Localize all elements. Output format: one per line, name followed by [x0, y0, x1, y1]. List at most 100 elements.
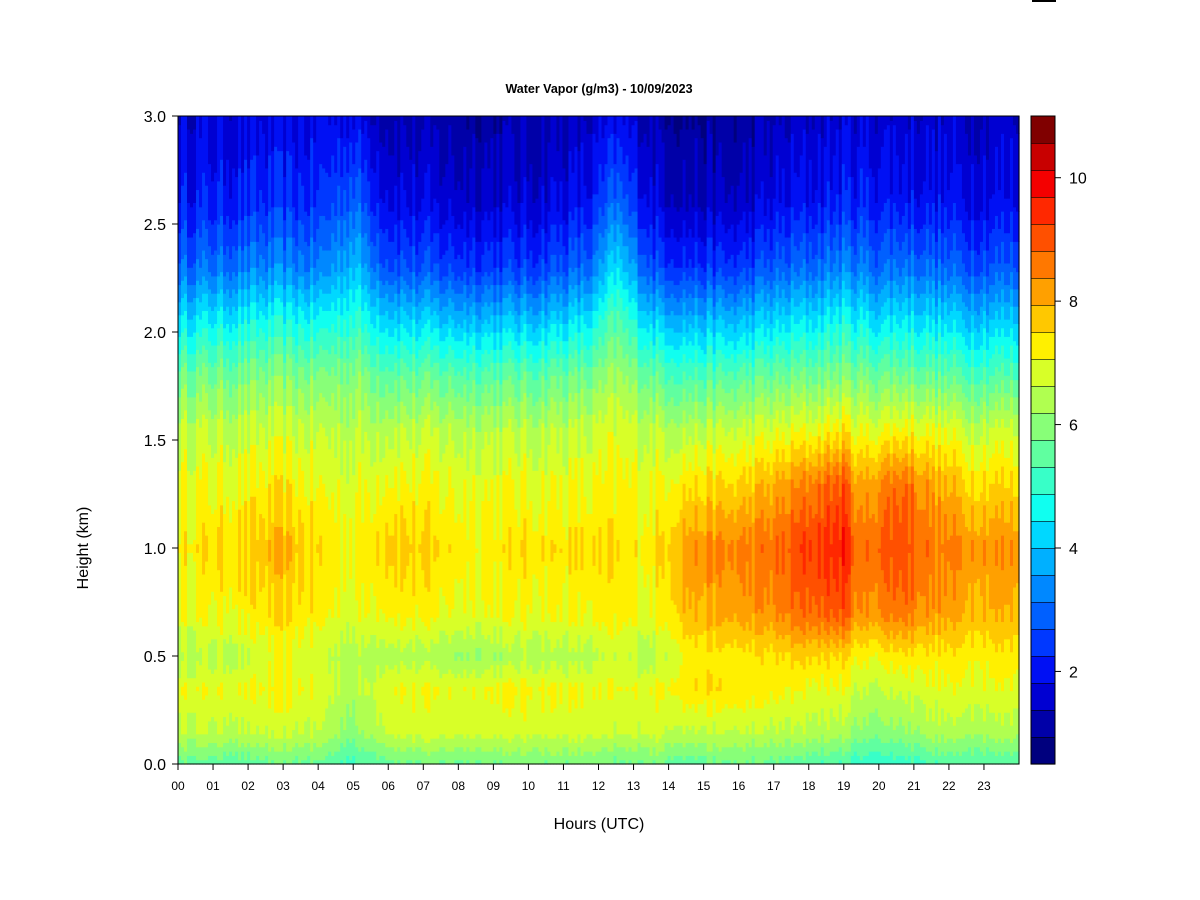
heatmap-cell	[814, 327, 819, 346]
heatmap-cell	[433, 198, 437, 234]
heatmap-cell	[619, 319, 624, 346]
heatmap-cell	[355, 643, 359, 726]
heatmap-cell	[430, 314, 434, 333]
heatmap-cell	[406, 388, 410, 415]
heatmap-cell	[733, 725, 738, 743]
heatmap-cell	[685, 379, 690, 402]
heatmap-cell	[811, 128, 816, 203]
heatmap-cell	[448, 375, 452, 402]
heatmap-cell	[718, 297, 723, 316]
heatmap-cell	[610, 249, 615, 273]
heatmap-cell	[193, 712, 197, 739]
heatmap-cell	[703, 474, 708, 506]
heatmap-cell	[823, 452, 828, 471]
heatmap-cell	[667, 422, 672, 458]
heatmap-cell	[505, 206, 509, 238]
heatmap-cell	[736, 409, 741, 428]
heatmap-cell	[448, 280, 452, 299]
heatmap-cell	[703, 288, 708, 303]
heatmap-cell	[301, 224, 305, 255]
heatmap-cell	[307, 306, 311, 324]
heatmap-cell	[220, 733, 224, 748]
heatmap-cell	[352, 116, 356, 130]
heatmap-cell	[781, 573, 786, 623]
heatmap-cell	[259, 189, 263, 225]
heatmap-cell	[748, 236, 753, 268]
heatmap-cell	[835, 116, 840, 130]
heatmap-cell	[631, 124, 636, 173]
heatmap-cell	[553, 543, 558, 553]
heatmap-cell	[436, 314, 440, 329]
heatmap-cell	[682, 219, 687, 247]
heatmap-cell	[325, 310, 329, 329]
heatmap-cell	[490, 751, 494, 765]
heatmap-cell	[379, 608, 383, 640]
heatmap-cell	[715, 271, 720, 286]
heatmap-cell	[331, 202, 335, 234]
heatmap-cell	[403, 379, 407, 407]
heatmap-cell	[235, 176, 239, 225]
heatmap-cell	[442, 673, 446, 735]
heatmap-cell	[604, 332, 609, 359]
heatmap-cell	[523, 452, 528, 519]
heatmap-cell	[793, 288, 798, 307]
heatmap-cell	[574, 625, 579, 653]
heatmap-cell	[676, 349, 681, 368]
heatmap-cell	[775, 116, 780, 156]
heatmap-cell	[796, 720, 801, 743]
heatmap-cell	[484, 383, 488, 407]
heatmap-cell	[439, 340, 443, 359]
heatmap-cell	[499, 677, 503, 735]
heatmap-cell	[328, 124, 332, 178]
heatmap-cell	[520, 755, 525, 765]
heatmap-cell	[313, 301, 317, 320]
heatmap-cell	[262, 586, 266, 635]
heatmap-cell	[562, 288, 567, 307]
heatmap-cell	[826, 271, 831, 290]
heatmap-cell	[319, 344, 323, 368]
heatmap-cell	[784, 755, 789, 765]
heatmap-cell	[838, 703, 843, 735]
heatmap-cell	[400, 219, 404, 251]
heatmap-cell	[328, 275, 332, 294]
heatmap-cell	[223, 275, 227, 294]
heatmap-cell	[793, 448, 798, 467]
heatmap-cell	[715, 686, 720, 692]
heatmap-cell	[469, 500, 473, 601]
heatmap-cell	[805, 116, 810, 134]
heatmap-cell	[769, 271, 774, 290]
heatmap-cell	[379, 396, 383, 424]
heatmap-cell	[655, 586, 660, 635]
heatmap-cell	[295, 388, 299, 415]
heatmap-cell	[331, 344, 335, 368]
heatmap-cell	[625, 154, 630, 195]
heatmap-cell	[811, 383, 816, 402]
heatmap-cell	[553, 621, 558, 648]
heatmap-cell	[268, 483, 272, 540]
heatmap-cell	[439, 461, 443, 515]
heatmap-cell	[676, 241, 681, 268]
heatmap-cell	[253, 116, 257, 156]
heatmap-cell	[622, 198, 627, 225]
heatmap-cell	[202, 327, 206, 346]
heatmap-cell	[511, 241, 515, 273]
heatmap-cell	[715, 690, 720, 713]
heatmap-cell	[664, 128, 669, 208]
heatmap-cell	[538, 690, 543, 735]
heatmap-cell	[676, 694, 681, 726]
heatmap-cell	[793, 690, 798, 726]
heatmap-cell	[361, 133, 365, 173]
heatmap-cell	[487, 116, 491, 169]
heatmap-cell	[541, 293, 546, 311]
heatmap-cell	[544, 405, 549, 428]
heatmap-cell	[469, 293, 473, 307]
heatmap-cell	[664, 500, 669, 623]
heatmap-cell	[235, 457, 239, 510]
heatmap-cell	[322, 310, 326, 329]
heatmap-cell	[433, 310, 437, 329]
heatmap-cell	[634, 280, 639, 303]
heatmap-cell	[772, 630, 777, 653]
heatmap-cell	[661, 530, 666, 579]
heatmap-cell	[385, 409, 389, 437]
heatmap-cell	[535, 262, 540, 281]
